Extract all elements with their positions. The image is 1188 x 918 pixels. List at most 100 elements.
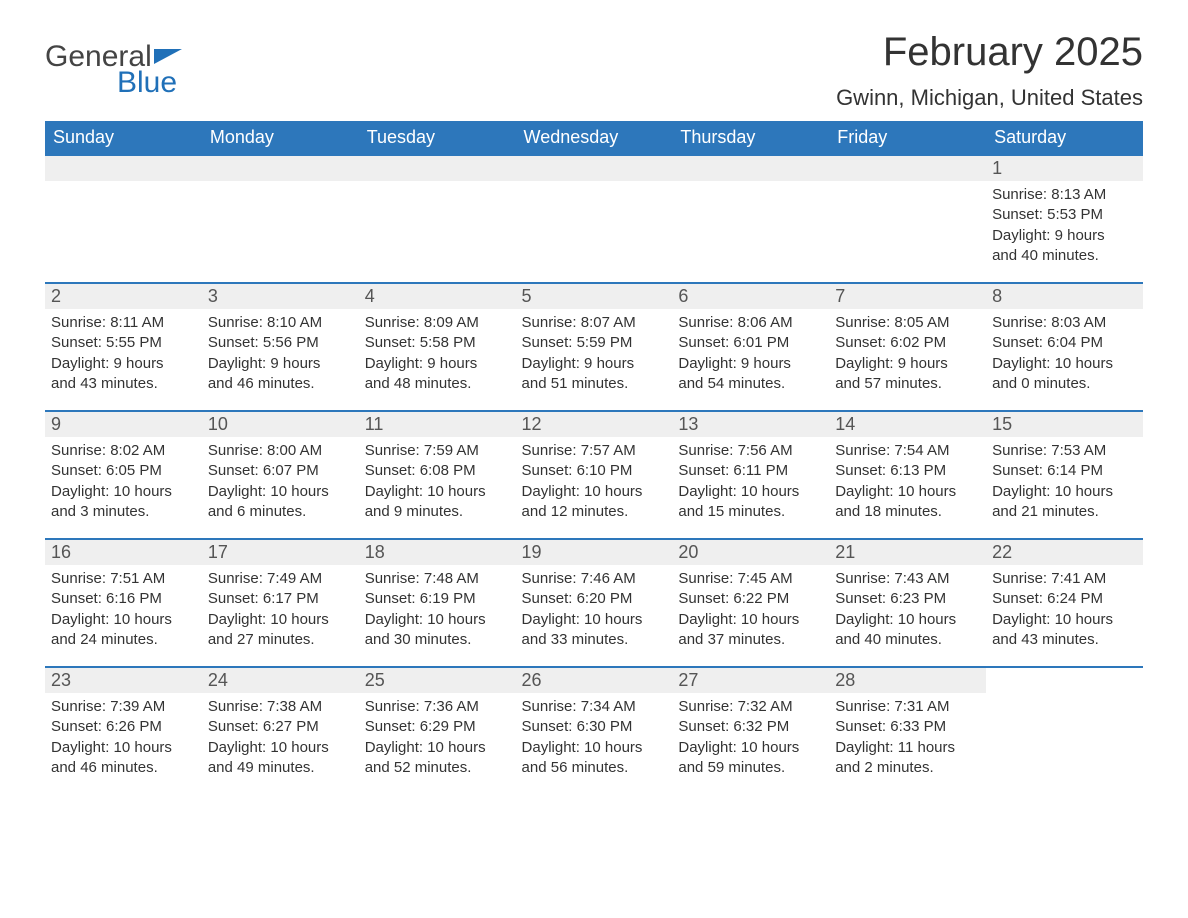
day-cell: 22Sunrise: 7:41 AMSunset: 6:24 PMDayligh… [986, 539, 1143, 667]
day-number-empty [829, 156, 986, 181]
day-number: 27 [672, 668, 829, 693]
day-content: Sunrise: 7:53 AMSunset: 6:14 PMDaylight:… [986, 437, 1143, 530]
week-row: 23Sunrise: 7:39 AMSunset: 6:26 PMDayligh… [45, 667, 1143, 795]
weekday-header: Sunday [45, 121, 202, 155]
day-content: Sunrise: 7:41 AMSunset: 6:24 PMDaylight:… [986, 565, 1143, 658]
day-cell: 3Sunrise: 8:10 AMSunset: 5:56 PMDaylight… [202, 283, 359, 411]
title-block: February 2025 Gwinn, Michigan, United St… [836, 30, 1143, 111]
day-cell [516, 155, 673, 283]
calendar-table: SundayMondayTuesdayWednesdayThursdayFrid… [45, 121, 1143, 795]
day-cell [202, 155, 359, 283]
day-content: Sunrise: 8:11 AMSunset: 5:55 PMDaylight:… [45, 309, 202, 402]
day-content: Sunrise: 7:48 AMSunset: 6:19 PMDaylight:… [359, 565, 516, 658]
day-cell [45, 155, 202, 283]
day-number: 20 [672, 540, 829, 565]
day-number: 28 [829, 668, 986, 693]
day-number-empty [45, 156, 202, 181]
day-number: 15 [986, 412, 1143, 437]
day-number: 14 [829, 412, 986, 437]
weekday-header-row: SundayMondayTuesdayWednesdayThursdayFrid… [45, 121, 1143, 155]
day-cell: 1Sunrise: 8:13 AMSunset: 5:53 PMDaylight… [986, 155, 1143, 283]
weekday-header: Tuesday [359, 121, 516, 155]
location: Gwinn, Michigan, United States [836, 85, 1143, 111]
weekday-header: Wednesday [516, 121, 673, 155]
day-content: Sunrise: 7:45 AMSunset: 6:22 PMDaylight:… [672, 565, 829, 658]
day-cell: 19Sunrise: 7:46 AMSunset: 6:20 PMDayligh… [516, 539, 673, 667]
day-number: 1 [986, 156, 1143, 181]
day-cell: 28Sunrise: 7:31 AMSunset: 6:33 PMDayligh… [829, 667, 986, 795]
day-cell: 15Sunrise: 7:53 AMSunset: 6:14 PMDayligh… [986, 411, 1143, 539]
day-number: 7 [829, 284, 986, 309]
day-content: Sunrise: 7:57 AMSunset: 6:10 PMDaylight:… [516, 437, 673, 530]
day-content: Sunrise: 7:49 AMSunset: 6:17 PMDaylight:… [202, 565, 359, 658]
day-number: 10 [202, 412, 359, 437]
day-cell: 5Sunrise: 8:07 AMSunset: 5:59 PMDaylight… [516, 283, 673, 411]
day-content: Sunrise: 8:09 AMSunset: 5:58 PMDaylight:… [359, 309, 516, 402]
day-content: Sunrise: 8:07 AMSunset: 5:59 PMDaylight:… [516, 309, 673, 402]
month-title: February 2025 [836, 30, 1143, 75]
day-content: Sunrise: 7:34 AMSunset: 6:30 PMDaylight:… [516, 693, 673, 786]
day-cell: 24Sunrise: 7:38 AMSunset: 6:27 PMDayligh… [202, 667, 359, 795]
day-content: Sunrise: 8:02 AMSunset: 6:05 PMDaylight:… [45, 437, 202, 530]
day-number: 24 [202, 668, 359, 693]
day-content: Sunrise: 8:10 AMSunset: 5:56 PMDaylight:… [202, 309, 359, 402]
day-number-empty [359, 156, 516, 181]
day-number: 5 [516, 284, 673, 309]
day-cell [672, 155, 829, 283]
day-content: Sunrise: 7:46 AMSunset: 6:20 PMDaylight:… [516, 565, 673, 658]
day-number: 19 [516, 540, 673, 565]
day-cell: 21Sunrise: 7:43 AMSunset: 6:23 PMDayligh… [829, 539, 986, 667]
day-cell: 6Sunrise: 8:06 AMSunset: 6:01 PMDaylight… [672, 283, 829, 411]
day-cell: 26Sunrise: 7:34 AMSunset: 6:30 PMDayligh… [516, 667, 673, 795]
day-number: 26 [516, 668, 673, 693]
day-cell: 12Sunrise: 7:57 AMSunset: 6:10 PMDayligh… [516, 411, 673, 539]
day-content: Sunrise: 7:32 AMSunset: 6:32 PMDaylight:… [672, 693, 829, 786]
day-content: Sunrise: 7:51 AMSunset: 6:16 PMDaylight:… [45, 565, 202, 658]
day-number: 22 [986, 540, 1143, 565]
day-number: 25 [359, 668, 516, 693]
day-number: 17 [202, 540, 359, 565]
day-cell: 13Sunrise: 7:56 AMSunset: 6:11 PMDayligh… [672, 411, 829, 539]
weekday-header: Saturday [986, 121, 1143, 155]
day-number: 12 [516, 412, 673, 437]
header: General Blue February 2025 Gwinn, Michig… [45, 30, 1143, 111]
day-number: 11 [359, 412, 516, 437]
weekday-header: Thursday [672, 121, 829, 155]
week-row: 9Sunrise: 8:02 AMSunset: 6:05 PMDaylight… [45, 411, 1143, 539]
day-content: Sunrise: 7:54 AMSunset: 6:13 PMDaylight:… [829, 437, 986, 530]
day-cell: 4Sunrise: 8:09 AMSunset: 5:58 PMDaylight… [359, 283, 516, 411]
day-number: 3 [202, 284, 359, 309]
day-number: 16 [45, 540, 202, 565]
day-number: 9 [45, 412, 202, 437]
day-cell: 16Sunrise: 7:51 AMSunset: 6:16 PMDayligh… [45, 539, 202, 667]
day-cell: 7Sunrise: 8:05 AMSunset: 6:02 PMDaylight… [829, 283, 986, 411]
day-cell: 20Sunrise: 7:45 AMSunset: 6:22 PMDayligh… [672, 539, 829, 667]
day-content: Sunrise: 7:56 AMSunset: 6:11 PMDaylight:… [672, 437, 829, 530]
day-number: 13 [672, 412, 829, 437]
day-content: Sunrise: 8:00 AMSunset: 6:07 PMDaylight:… [202, 437, 359, 530]
day-cell: 17Sunrise: 7:49 AMSunset: 6:17 PMDayligh… [202, 539, 359, 667]
day-cell [829, 155, 986, 283]
day-cell: 27Sunrise: 7:32 AMSunset: 6:32 PMDayligh… [672, 667, 829, 795]
day-content: Sunrise: 7:31 AMSunset: 6:33 PMDaylight:… [829, 693, 986, 786]
logo-text-blue: Blue [117, 66, 184, 100]
day-content: Sunrise: 8:05 AMSunset: 6:02 PMDaylight:… [829, 309, 986, 402]
day-cell: 25Sunrise: 7:36 AMSunset: 6:29 PMDayligh… [359, 667, 516, 795]
day-cell: 2Sunrise: 8:11 AMSunset: 5:55 PMDaylight… [45, 283, 202, 411]
day-content: Sunrise: 8:13 AMSunset: 5:53 PMDaylight:… [986, 181, 1143, 274]
logo: General Blue [45, 40, 184, 100]
week-row: 1Sunrise: 8:13 AMSunset: 5:53 PMDaylight… [45, 155, 1143, 283]
day-cell: 9Sunrise: 8:02 AMSunset: 6:05 PMDaylight… [45, 411, 202, 539]
weekday-header: Friday [829, 121, 986, 155]
day-number: 2 [45, 284, 202, 309]
week-row: 2Sunrise: 8:11 AMSunset: 5:55 PMDaylight… [45, 283, 1143, 411]
day-number: 4 [359, 284, 516, 309]
day-cell [986, 667, 1143, 795]
day-content: Sunrise: 7:36 AMSunset: 6:29 PMDaylight:… [359, 693, 516, 786]
day-content: Sunrise: 7:43 AMSunset: 6:23 PMDaylight:… [829, 565, 986, 658]
day-cell: 18Sunrise: 7:48 AMSunset: 6:19 PMDayligh… [359, 539, 516, 667]
day-number-empty [202, 156, 359, 181]
day-cell: 10Sunrise: 8:00 AMSunset: 6:07 PMDayligh… [202, 411, 359, 539]
day-number: 23 [45, 668, 202, 693]
day-content: Sunrise: 8:06 AMSunset: 6:01 PMDaylight:… [672, 309, 829, 402]
